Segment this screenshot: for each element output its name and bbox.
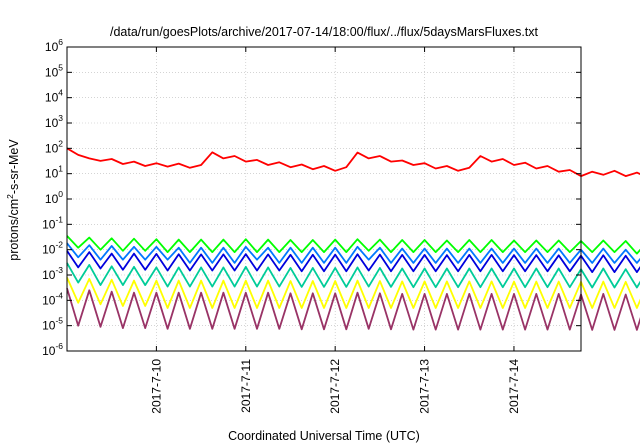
- y-tick-label: 10-2: [42, 240, 63, 257]
- y-tick-label: 10-1: [42, 214, 63, 231]
- y-tick-label: 105: [45, 62, 63, 79]
- series-line-4: [66, 262, 640, 289]
- y-tick-exponent: 1: [58, 164, 63, 174]
- chart-title: /data/run/goesPlots/archive/2017-07-14/1…: [110, 25, 539, 39]
- y-tick-label: 103: [45, 113, 63, 130]
- y-tick-label: 102: [45, 138, 63, 155]
- y-tick-label: 10-4: [42, 290, 63, 307]
- y-tick-label: 101: [45, 164, 63, 181]
- series-group: [66, 147, 640, 331]
- x-tick-label: 2017-7-14: [507, 359, 521, 414]
- series-line-1: [66, 235, 640, 255]
- y-tick-base: 10: [45, 192, 59, 206]
- y-tick-base: 10: [42, 293, 56, 307]
- y-tick-base: 10: [42, 217, 56, 231]
- y-tick-base: 10: [42, 344, 56, 358]
- x-axis-label: Coordinated Universal Time (UTC): [228, 429, 420, 443]
- y-tick-base: 10: [42, 268, 56, 282]
- x-tick-label: 2017-7-12: [328, 359, 342, 414]
- y-tick-base: 10: [42, 243, 56, 257]
- x-tick-label: 2017-7-13: [418, 359, 432, 414]
- y-axis-label-main: protons/cm: [7, 199, 21, 261]
- y-tick-exponent: -1: [55, 214, 63, 224]
- y-tick-base: 10: [45, 65, 59, 79]
- x-tick-label: 2017-7-10: [149, 359, 163, 414]
- y-tick-exponent: 5: [58, 62, 63, 72]
- y-tick-label: 104: [45, 88, 63, 105]
- y-tick-label: 100: [45, 189, 63, 206]
- y-tick-exponent: -6: [55, 341, 63, 351]
- y-tick-exponent: 2: [58, 138, 63, 148]
- y-tick-label: 106: [45, 37, 63, 54]
- x-tick-label: 2017-7-11: [239, 359, 253, 413]
- y-tick-base: 10: [45, 40, 59, 54]
- series-line-3: [66, 250, 640, 274]
- series-line-5: [66, 277, 640, 309]
- y-axis-ticks: 10610510410310210110010-110-210-310-410-…: [42, 37, 581, 358]
- y-tick-label: 10-3: [42, 265, 63, 282]
- y-tick-exponent: 0: [58, 189, 63, 199]
- y-axis-label: protons/cm2-s-sr-MeV: [5, 139, 21, 261]
- y-tick-exponent: -5: [55, 316, 63, 326]
- y-tick-label: 10-5: [42, 316, 63, 333]
- x-axis-ticks: 2017-7-10 2017-7-11 2017-7-12 2017-7-13 2017…: [149, 47, 521, 414]
- y-axis-label-superscript: 2: [5, 194, 15, 199]
- series-line-2: [66, 242, 640, 264]
- y-tick-exponent: -4: [55, 290, 63, 300]
- y-tick-label: 10-6: [42, 341, 63, 358]
- y-tick-exponent: 6: [58, 37, 63, 47]
- y-tick-base: 10: [45, 116, 59, 130]
- series-line-6: [66, 287, 640, 331]
- y-tick-exponent: -3: [55, 265, 63, 275]
- y-tick-exponent: 4: [58, 88, 63, 98]
- y-tick-exponent: -2: [55, 240, 63, 250]
- y-axis-label-tail: -s-sr-MeV: [7, 139, 21, 195]
- y-tick-exponent: 3: [58, 113, 63, 123]
- series-line-0: [66, 147, 640, 178]
- y-tick-base: 10: [42, 319, 56, 333]
- y-tick-base: 10: [45, 91, 59, 105]
- y-tick-base: 10: [45, 141, 59, 155]
- y-tick-base: 10: [45, 167, 59, 181]
